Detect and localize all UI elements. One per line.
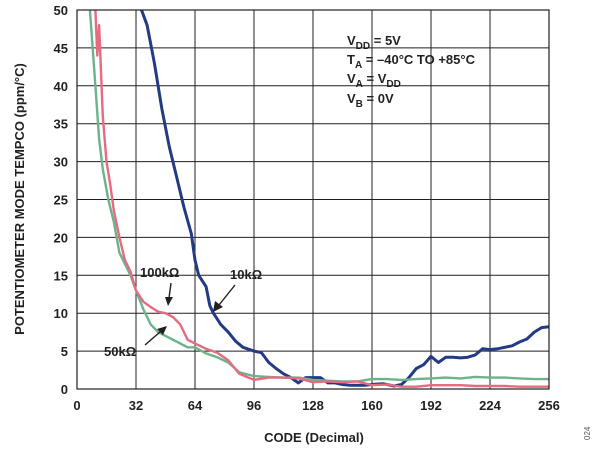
x-tick-label: 128 (302, 398, 324, 413)
y-axis-label: POTENTIOMETER MODE TEMPCO (ppm/°C) (12, 63, 27, 335)
figure-id: 024 (583, 426, 592, 440)
arrowhead-50k-icon (157, 326, 167, 335)
x-tick-label: 160 (361, 398, 383, 413)
y-tick-label: 20 (54, 230, 68, 245)
x-tick-label: 0 (73, 398, 80, 413)
label-100k: 100kΩ (140, 265, 179, 280)
arrow-50k (144, 331, 161, 346)
series-line-10k (140, 10, 549, 388)
y-tick-label: 50 (54, 3, 68, 18)
condition-vdd: VDD = 5V (347, 33, 401, 52)
x-axis-label: CODE (Decimal) (264, 430, 364, 445)
y-tick-label: 5 (61, 344, 68, 359)
y-tick-label: 25 (54, 193, 68, 208)
label-50k: 50kΩ (104, 344, 136, 359)
arrow-100k (168, 282, 172, 299)
x-tick-label: 32 (129, 398, 143, 413)
x-tick-label: 256 (538, 398, 560, 413)
series-layer (88, 10, 549, 388)
condition-va: VA = VDD (347, 71, 401, 90)
y-tick-label: 15 (54, 268, 68, 283)
y-tick-label: 0 (61, 382, 68, 397)
grid (77, 10, 549, 389)
series-callouts: 100kΩ 10kΩ 50kΩ (104, 265, 262, 359)
y-tick-label: 40 (54, 79, 68, 94)
y-tick-label: 45 (54, 41, 68, 56)
arrowhead-10k-icon (213, 301, 223, 312)
y-tick-label: 35 (54, 117, 68, 132)
condition-vb: VB = 0V (347, 91, 394, 110)
x-tick-label: 192 (420, 398, 442, 413)
y-tick-label: 30 (54, 155, 68, 170)
arrow-10k (218, 284, 236, 306)
label-10k: 10kΩ (230, 267, 262, 282)
x-tick-label: 96 (247, 398, 261, 413)
series-line-50k (88, 10, 549, 383)
arrowhead-100k-icon (165, 297, 173, 306)
x-tick-label: 64 (188, 398, 203, 413)
x-tick-label: 224 (479, 398, 501, 413)
condition-ta: TA = –40°C TO +85°C (347, 52, 476, 71)
plot-frame (76, 9, 550, 390)
y-tick-label: 10 (54, 306, 68, 321)
tick-labels: 0 32 64 96 128 160 192 224 256 0 5 10 15 20 25 30 35 40 45… (54, 3, 560, 413)
test-conditions: VDD = 5V TA = –40°C TO +85°C VA = VDD VB… (347, 33, 476, 110)
series-line-100k (94, 10, 549, 388)
